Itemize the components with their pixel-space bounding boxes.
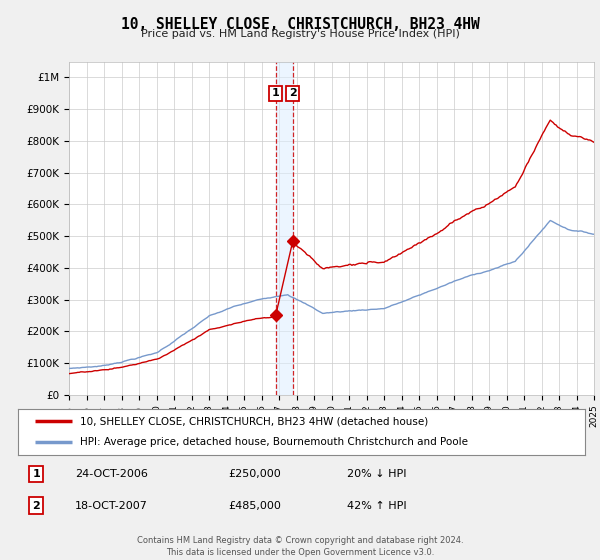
Text: 18-OCT-2007: 18-OCT-2007 — [75, 501, 148, 511]
Text: 2: 2 — [289, 88, 296, 99]
Text: 24-OCT-2006: 24-OCT-2006 — [75, 469, 148, 479]
Text: 10, SHELLEY CLOSE, CHRISTCHURCH, BH23 4HW: 10, SHELLEY CLOSE, CHRISTCHURCH, BH23 4H… — [121, 17, 479, 32]
Text: £485,000: £485,000 — [228, 501, 281, 511]
Text: 10, SHELLEY CLOSE, CHRISTCHURCH, BH23 4HW (detached house): 10, SHELLEY CLOSE, CHRISTCHURCH, BH23 4H… — [80, 416, 428, 426]
Text: £250,000: £250,000 — [228, 469, 281, 479]
Bar — [275, 62, 293, 395]
Text: Contains HM Land Registry data © Crown copyright and database right 2024.
This d: Contains HM Land Registry data © Crown c… — [137, 536, 463, 557]
Text: 1: 1 — [32, 469, 40, 479]
Text: Price paid vs. HM Land Registry's House Price Index (HPI): Price paid vs. HM Land Registry's House … — [140, 29, 460, 39]
Text: 1: 1 — [272, 88, 280, 99]
Text: HPI: Average price, detached house, Bournemouth Christchurch and Poole: HPI: Average price, detached house, Bour… — [80, 437, 469, 447]
Text: 20% ↓ HPI: 20% ↓ HPI — [347, 469, 406, 479]
Text: 42% ↑ HPI: 42% ↑ HPI — [347, 501, 406, 511]
Text: 2: 2 — [32, 501, 40, 511]
